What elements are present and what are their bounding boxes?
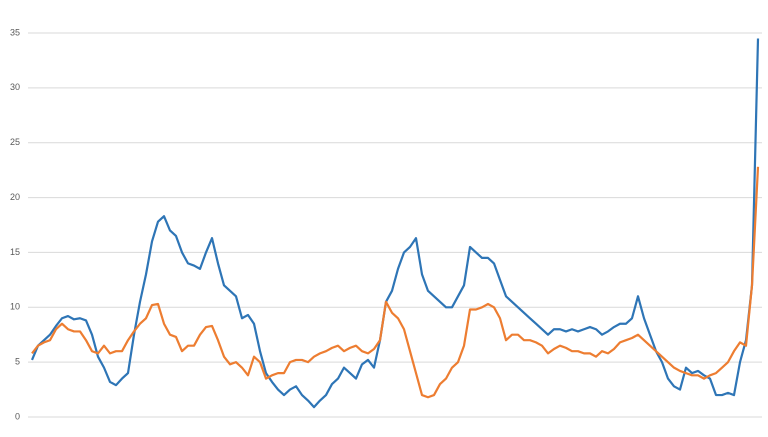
y-tick-label: 20 <box>10 192 20 202</box>
y-tick-label: 5 <box>15 357 20 367</box>
y-tick-label: 30 <box>10 82 20 92</box>
y-tick-label: 10 <box>10 302 20 312</box>
y-tick-label: 25 <box>10 137 20 147</box>
series-line <box>30 38 760 409</box>
series-line <box>31 166 760 399</box>
y-tick-label: 35 <box>10 27 20 37</box>
y-tick-label: 0 <box>15 411 20 421</box>
y-tick-label: 15 <box>10 247 20 257</box>
